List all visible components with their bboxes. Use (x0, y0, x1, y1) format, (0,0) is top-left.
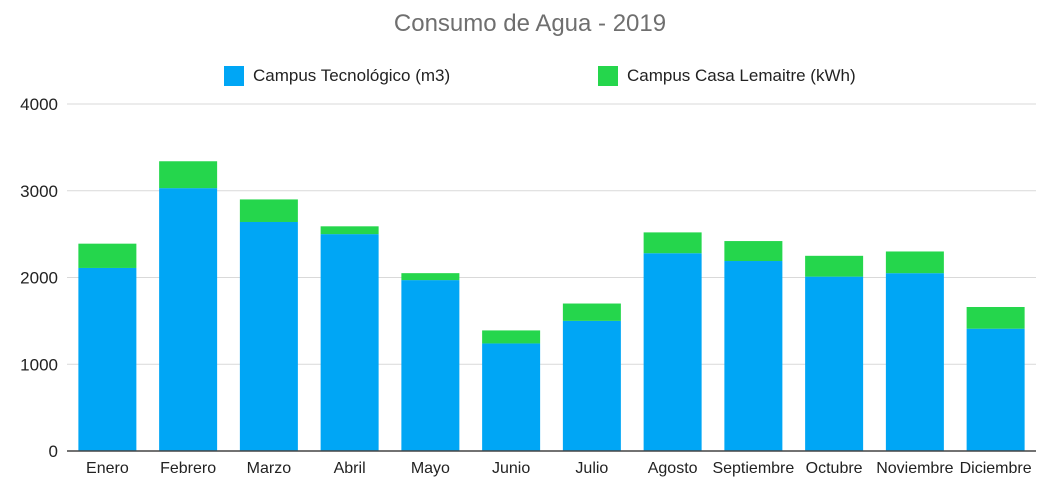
bar-campus-tecnologico (885, 273, 944, 451)
x-tick-label: Septiembre (712, 460, 794, 477)
bar-campus-casa-lemaitre (78, 243, 137, 268)
bar-campus-casa-lemaitre (885, 251, 944, 274)
bar-campus-casa-lemaitre (320, 226, 379, 235)
x-tick-label: Febrero (160, 460, 216, 477)
x-tick-label: Marzo (247, 460, 292, 477)
x-tick-label: Junio (492, 460, 530, 477)
bar-campus-tecnologico (482, 343, 541, 451)
y-tick-label: 0 (49, 442, 58, 461)
bar-campus-tecnologico (239, 221, 298, 451)
bar-campus-casa-lemaitre (724, 241, 783, 262)
bar-campus-casa-lemaitre (482, 330, 541, 344)
y-tick-label: 4000 (20, 95, 58, 114)
bar-campus-tecnologico (320, 234, 379, 451)
bar-campus-casa-lemaitre (239, 199, 298, 222)
y-tick-label: 2000 (20, 269, 58, 288)
legend-swatch-campus-tecnologico (224, 66, 244, 86)
legend-label-campus-tecnologico: Campus Tecnológico (m3) (253, 66, 451, 85)
x-tick-label: Octubre (806, 460, 863, 477)
bar-campus-tecnologico (966, 328, 1025, 451)
x-tick-label: Julio (575, 460, 608, 477)
bar-campus-tecnologico (401, 280, 460, 451)
bar-campus-tecnologico (159, 188, 218, 451)
y-tick-label: 3000 (20, 182, 58, 201)
bar-campus-casa-lemaitre (401, 273, 460, 281)
x-tick-label: Noviembre (876, 460, 953, 477)
bar-campus-tecnologico (643, 253, 702, 451)
bar-campus-casa-lemaitre (966, 306, 1025, 329)
bar-campus-casa-lemaitre (805, 255, 864, 277)
bar-campus-tecnologico (805, 276, 864, 451)
bar-campus-casa-lemaitre (643, 232, 702, 254)
y-tick-label: 1000 (20, 355, 58, 374)
bar-campus-casa-lemaitre (562, 303, 621, 321)
x-tick-label: Diciembre (960, 460, 1032, 477)
x-tick-label: Enero (86, 460, 129, 477)
x-tick-label: Mayo (411, 460, 450, 477)
legend-swatch-campus-casa-lemaitre (598, 66, 618, 86)
x-tick-label: Agosto (648, 460, 698, 477)
legend-item-campus-casa-lemaitre: Campus Casa Lemaitre (kWh) (598, 64, 856, 88)
bar-campus-tecnologico (562, 320, 621, 451)
bar-campus-tecnologico (724, 261, 783, 451)
legend-item-campus-tecnologico: Campus Tecnológico (m3) (224, 64, 450, 88)
legend-label-campus-casa-lemaitre: Campus Casa Lemaitre (kWh) (627, 66, 856, 85)
bar-campus-tecnologico (78, 267, 137, 451)
x-tick-label: Abril (334, 460, 366, 477)
chart-title: Consumo de Agua - 2019 (393, 10, 667, 37)
bar-campus-casa-lemaitre (159, 161, 218, 189)
